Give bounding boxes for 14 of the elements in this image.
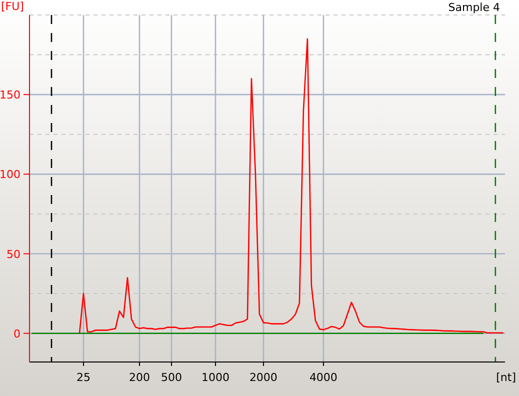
y-tick-label: 0 <box>14 327 20 340</box>
line-series <box>78 38 504 334</box>
x-tick-label: 25 <box>76 371 90 384</box>
x-axis-title: [nt] <box>496 371 516 384</box>
x-tick-label: 1000 <box>201 371 230 384</box>
x-tick-label: 4000 <box>309 371 338 384</box>
chart-title: Sample 4 <box>448 1 500 14</box>
y-axis-title: [FU] <box>1 0 24 13</box>
x-tick-label: 200 <box>128 371 150 384</box>
y-tick-label: 100 <box>0 168 20 182</box>
x-tick-label: 2000 <box>249 371 278 384</box>
x-tick-label: 500 <box>160 371 182 384</box>
y-tick-label: 150 <box>0 88 20 102</box>
y-tick-label: 50 <box>6 248 20 261</box>
